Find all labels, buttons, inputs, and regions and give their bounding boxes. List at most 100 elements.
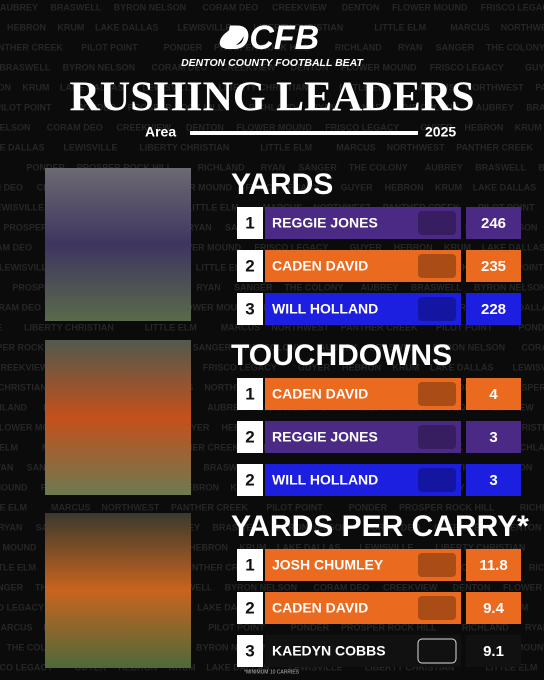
rank: 1 [245, 384, 254, 403]
stat-value: 11.8 [479, 557, 507, 574]
background-name: LIBERTY CHRISTIAN [139, 142, 229, 152]
team-logo [418, 382, 456, 406]
background-name: CORAM DEO [151, 62, 207, 72]
name-bar [265, 378, 461, 410]
background-name: PILOT POINT [436, 322, 493, 332]
background-name: BRASWELL [369, 342, 420, 352]
background-name: RYAN [187, 222, 211, 232]
background-name: AUBREY [0, 2, 38, 12]
background-name: PANTHER CREEK [535, 82, 544, 92]
value-box [466, 378, 521, 410]
background-name: BYRON NELSON [433, 342, 506, 352]
background-name: PROSPER ROCK HILL [341, 622, 437, 632]
rank: 2 [245, 470, 254, 489]
background-name: KRUM [22, 82, 49, 92]
rank-box [237, 421, 263, 453]
background-name: THE COLONY [486, 42, 544, 52]
background-name: LITTLE ELM [0, 502, 27, 512]
background-name: CORAM DEO [364, 522, 420, 532]
background-name: PANTHER CREEK [456, 142, 533, 152]
background-name: DENTON [291, 62, 329, 72]
background-name: PONDER [26, 162, 65, 172]
logo-subtitle: DENTON COUNTY FOOTBALL BEAT [181, 57, 364, 69]
background-name: THE COLONY [400, 102, 459, 112]
background-name: HEBRON [0, 82, 11, 92]
player-name: WILL HOLLAND [272, 301, 378, 317]
background-name: SANGER [193, 342, 232, 352]
background-name: LITTLE ELM [0, 562, 36, 572]
background-name: FLOWER MOUND [0, 542, 37, 552]
background-name: GUYER [341, 182, 374, 192]
background-name: BYRON NELSON [474, 282, 544, 292]
background-name: RYAN [312, 102, 336, 112]
background-name: NORTHWEST [466, 82, 524, 92]
background-name: DENTON [342, 2, 380, 12]
background-name: PILOT POINT [81, 42, 138, 52]
rank: 3 [245, 299, 254, 318]
team-logo [418, 596, 456, 620]
player-name: CADEN DAVID [272, 600, 368, 616]
background-name: LIBERTY CHRISTIAN [218, 82, 308, 92]
background-name: LAKE DALLAS [277, 542, 341, 552]
stat-value: 228 [481, 301, 506, 318]
team-logo [418, 254, 456, 278]
background-name: THE COLONY [6, 642, 65, 652]
background-name: LITTLE ELM [339, 82, 391, 92]
name-bar [265, 592, 461, 624]
background-name: BYRON NELSON [63, 62, 136, 72]
background-name: FRISCO LEGACY [254, 242, 328, 252]
background-name: SANGER [298, 162, 337, 172]
background-name: RICHLAND [520, 502, 544, 512]
background-name: CREEKVIEW [272, 2, 327, 12]
background-name: NORTHWEST [204, 382, 262, 392]
background-name: FRISCO LEGACY [0, 602, 44, 612]
background-name: BYRON NELSON [225, 582, 298, 592]
rank-box [237, 378, 263, 410]
background-name: KRUM [239, 542, 266, 552]
background-name: FLOWER MOUND [236, 122, 312, 132]
section-title: YARDS [231, 168, 333, 201]
background-name: RICHLAND [462, 622, 509, 632]
name-bar [265, 421, 461, 453]
background-name: LITTLE ELM [374, 22, 426, 32]
rank: 2 [245, 427, 254, 446]
stat-value: 4 [489, 386, 498, 403]
background-name: LEWISVILLE [512, 362, 544, 372]
team-logo [418, 468, 456, 492]
background-name: RYAN [398, 42, 422, 52]
background-name: FLOWER MOUND [0, 482, 28, 492]
background-name: GUYER [350, 242, 383, 252]
background-name: PANTHER CREEK [180, 562, 257, 572]
section-title: TOUCHDOWNS [231, 339, 452, 372]
background-name: RICHLAND [0, 402, 27, 412]
football-icon [219, 27, 245, 49]
background-name: LAKE DALLAS [473, 182, 536, 192]
background-name: MARCUS [0, 622, 33, 632]
stat-value: 3 [489, 472, 497, 489]
rank: 2 [245, 598, 254, 617]
background-name: LITTLE ELM [196, 262, 248, 272]
background-name: LIBERTY CHRISTIAN [365, 662, 455, 672]
background-name: KRUM [435, 182, 462, 192]
background-name: LAKE DALLAS [430, 362, 494, 372]
background-name: LEWISVILLE [0, 322, 2, 332]
background-name: BRASWELL [526, 102, 544, 112]
player-name: KAEDYN COBBS [272, 643, 386, 659]
background-name: PROSPER ROCK HILL [399, 502, 495, 512]
rank-box [237, 549, 263, 581]
rank: 1 [245, 213, 254, 232]
background-name: AUBREY [476, 102, 514, 112]
background-name: BYRON NELSON [114, 2, 187, 12]
background-name: LAKE DALLAS [482, 242, 544, 252]
team-logo [418, 211, 456, 235]
background-name: PANTHER CREEK [162, 442, 239, 452]
background-name: FRISCO LEGACY [245, 182, 319, 192]
background-name: BYRON NELSON [276, 522, 349, 532]
value-box [466, 207, 521, 239]
stat-value: 246 [481, 215, 506, 232]
background-name: AUBREY [319, 342, 357, 352]
team-logo [417, 638, 457, 664]
background-name: BRASWELL [475, 162, 526, 172]
background-name: LIBERTY CHRISTIAN [435, 542, 525, 552]
rank: 3 [245, 641, 254, 660]
